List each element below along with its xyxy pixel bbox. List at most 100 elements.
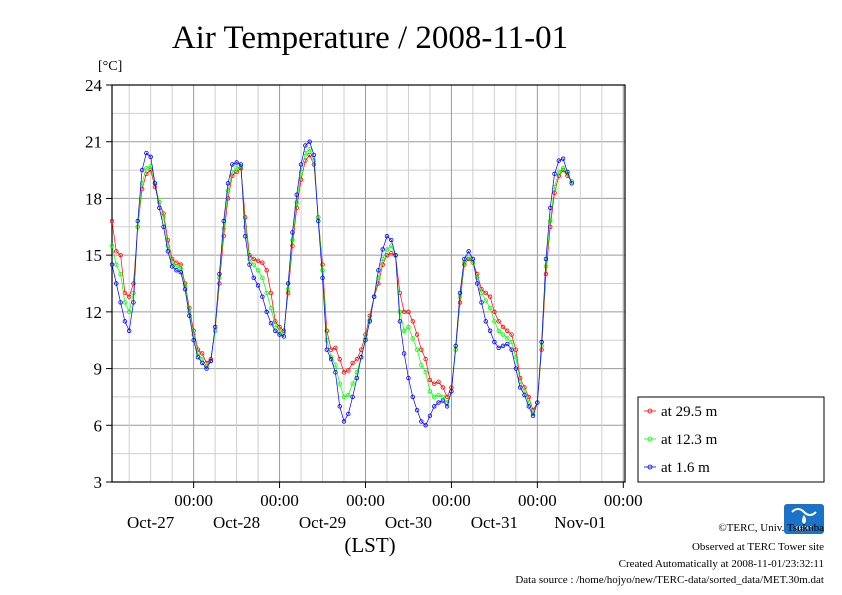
series-1 [109, 147, 574, 417]
data-point [139, 181, 145, 186]
data-point [135, 218, 140, 224]
data-point [560, 165, 566, 171]
y-tick-label: 9 [94, 360, 103, 379]
data-point [182, 286, 188, 292]
data-point [419, 419, 424, 424]
data-point [350, 360, 355, 366]
data-point [552, 190, 557, 195]
legend: at 29.5 m at 12.3 m at 1.6 m [637, 396, 825, 483]
series-line [111, 141, 573, 426]
data-point [268, 321, 274, 326]
x-tick-date: Nov-01 [554, 513, 606, 532]
data-point [337, 356, 342, 362]
data-point [363, 338, 368, 343]
y-tick-label: 3 [94, 473, 103, 492]
data-point [320, 275, 325, 281]
data-point [255, 258, 261, 264]
data-point [341, 394, 347, 400]
data-point [109, 262, 115, 267]
x-axis-label: (LST) [344, 533, 395, 557]
plot-frame [111, 84, 626, 483]
data-point [432, 381, 437, 386]
data-point [475, 281, 480, 286]
data-point [242, 224, 248, 229]
x-tick-date: Oct-31 [471, 513, 518, 532]
data-point [200, 351, 205, 356]
data-point [436, 400, 441, 405]
y-axis-ticks: 3 6 9 12 15 18 21 24 [85, 76, 112, 492]
data-point [410, 394, 415, 400]
data-point [307, 139, 312, 144]
wave-icon [791, 508, 817, 516]
data-point [260, 260, 265, 265]
data-point [505, 328, 510, 333]
data-point [126, 294, 132, 299]
data-point [264, 309, 269, 315]
data-point [487, 294, 493, 299]
data-point [242, 215, 248, 220]
x-axis-ticks: 00:00Oct-2700:00Oct-2800:00Oct-2900:00Oc… [127, 482, 643, 532]
data-point [118, 300, 123, 305]
legend-swatch-marker [647, 408, 653, 414]
data-point [466, 254, 471, 260]
chart-title: Air Temperature / 2008-11-01 [172, 20, 568, 56]
series-0 [109, 152, 574, 413]
data-point [397, 309, 403, 315]
data-point [225, 181, 231, 186]
data-point [466, 249, 471, 254]
data-point [384, 252, 390, 258]
data-point [350, 394, 355, 400]
data-point [462, 256, 467, 262]
data-point [260, 275, 265, 281]
data-point [114, 281, 119, 286]
data-point [114, 249, 119, 254]
data-point [483, 290, 488, 296]
data-point [311, 152, 317, 158]
data-point [144, 165, 149, 171]
data-point [230, 162, 235, 167]
data-point [483, 298, 488, 303]
data-point [393, 252, 398, 258]
data-point [109, 218, 115, 224]
data-point [548, 218, 553, 224]
data-point [268, 305, 274, 311]
data-point [376, 268, 381, 273]
data-point [320, 268, 325, 273]
data-point [556, 158, 562, 163]
data-point [513, 366, 519, 371]
data-point [157, 200, 162, 205]
data-point [333, 370, 338, 375]
data-point [500, 332, 506, 337]
data-point [492, 309, 497, 315]
data-point [273, 328, 278, 333]
data-point [410, 319, 415, 324]
data-point [324, 338, 330, 343]
data-point [350, 381, 355, 386]
data-point [191, 338, 196, 343]
data-point [169, 264, 175, 269]
terc-logo-text: TERC [794, 526, 813, 533]
data-point [517, 385, 523, 390]
y-tick-label: 6 [94, 416, 103, 435]
y-tick-label: 24 [85, 76, 103, 95]
series-layer [109, 139, 574, 428]
data-point [148, 154, 153, 160]
data-point [337, 404, 342, 409]
data-point [414, 332, 420, 337]
data-point [126, 309, 132, 315]
data-point [487, 305, 493, 311]
data-point [509, 332, 514, 337]
created-text: Created Automatically at 2008-11-01/23:3… [619, 558, 824, 570]
data-point [406, 309, 411, 315]
y-axis-unit: [°C] [98, 59, 122, 74]
data-point [492, 319, 497, 324]
data-point [380, 262, 385, 267]
data-point [487, 328, 493, 333]
data-point [509, 339, 514, 345]
data-point [444, 404, 450, 409]
data-point [419, 362, 424, 367]
data-point [294, 192, 299, 197]
data-point [144, 150, 149, 156]
data-point [354, 370, 360, 375]
